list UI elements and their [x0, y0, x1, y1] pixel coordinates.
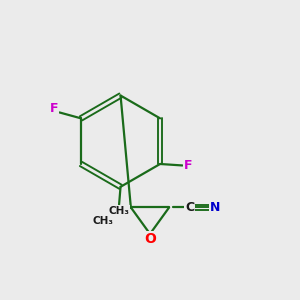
- Text: N: N: [210, 201, 220, 214]
- Text: CH₃: CH₃: [109, 206, 130, 216]
- Text: F: F: [50, 102, 58, 115]
- Text: O: O: [144, 232, 156, 246]
- Text: C: C: [185, 201, 194, 214]
- Text: CH₃: CH₃: [92, 216, 113, 226]
- Text: F: F: [184, 159, 193, 172]
